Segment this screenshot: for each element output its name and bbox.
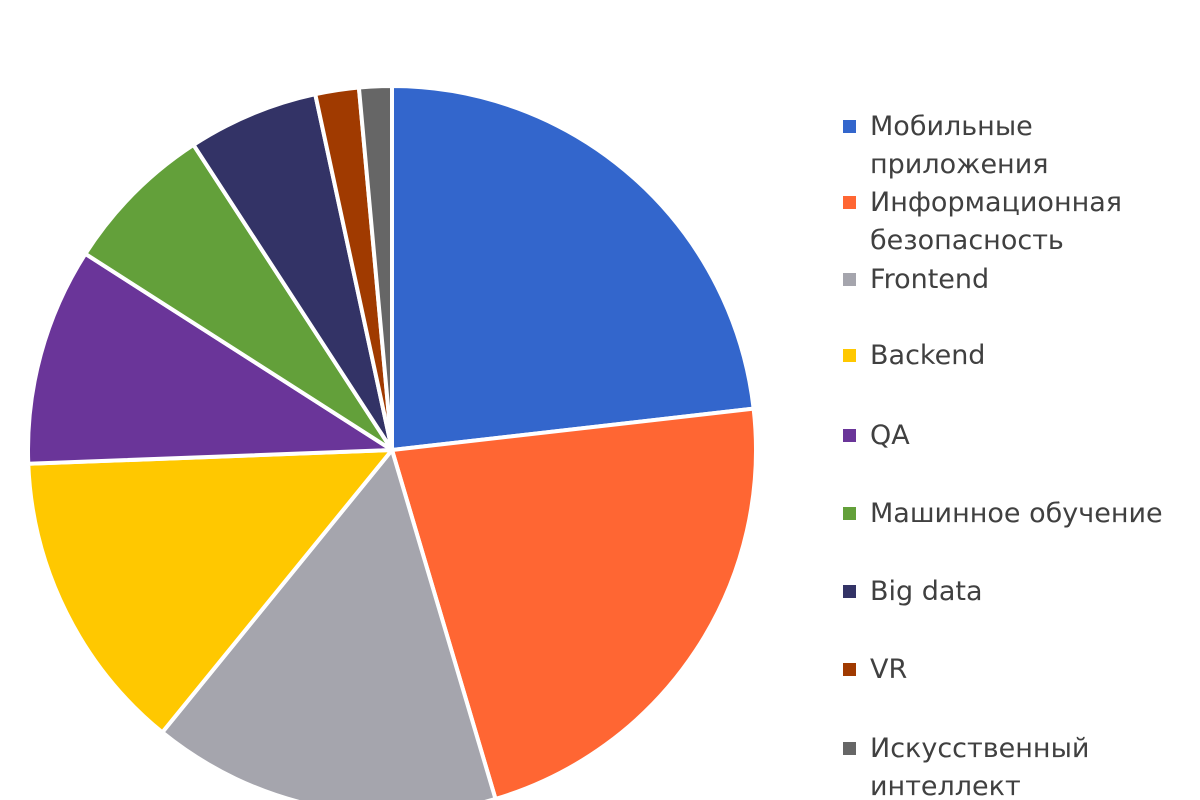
pie-slice-7	[191, 92, 394, 452]
pie-slice-2	[390, 406, 758, 800]
legend-label: VR	[870, 654, 908, 685]
pie-slice-9	[356, 84, 394, 452]
legend-item: Мобильные приложения	[843, 108, 1200, 184]
pie-slice-1	[390, 84, 756, 452]
legend-swatch	[843, 585, 856, 598]
legend-swatch	[843, 196, 856, 209]
pie-slice-5	[26, 251, 394, 466]
legend-label: Машинное обучение	[870, 498, 1163, 529]
legend-swatch	[843, 507, 856, 520]
legend-label: Мобильные приложения	[870, 111, 1049, 180]
legend-label: Информационная безопасность	[870, 187, 1123, 256]
legend-swatch	[843, 663, 856, 676]
pie-slice-4	[26, 448, 394, 735]
legend-label: Big data	[870, 576, 983, 607]
legend-item: Backend	[843, 337, 1200, 375]
legend-item: Frontend	[843, 261, 1200, 299]
legend-swatch	[843, 120, 856, 133]
legend-item: Информационная безопасность	[843, 184, 1200, 260]
legend-label: QA	[870, 420, 910, 451]
legend-item: Искусственный интеллект	[843, 730, 1200, 800]
legend-label: Frontend	[870, 264, 990, 295]
legend-item: Машинное обучение	[843, 495, 1200, 533]
legend-swatch	[843, 349, 856, 362]
legend-swatch	[843, 429, 856, 442]
legend-label: Искусственный интеллект	[870, 733, 1090, 800]
legend-swatch	[843, 742, 856, 755]
legend-item: VR	[843, 651, 1200, 689]
pie-slice-6	[83, 142, 394, 452]
legend-swatch	[843, 273, 856, 286]
legend-label: Backend	[870, 340, 986, 371]
pie-slice-3	[160, 448, 498, 800]
legend-item: QA	[843, 417, 1200, 455]
legend-item: Big data	[843, 573, 1200, 611]
